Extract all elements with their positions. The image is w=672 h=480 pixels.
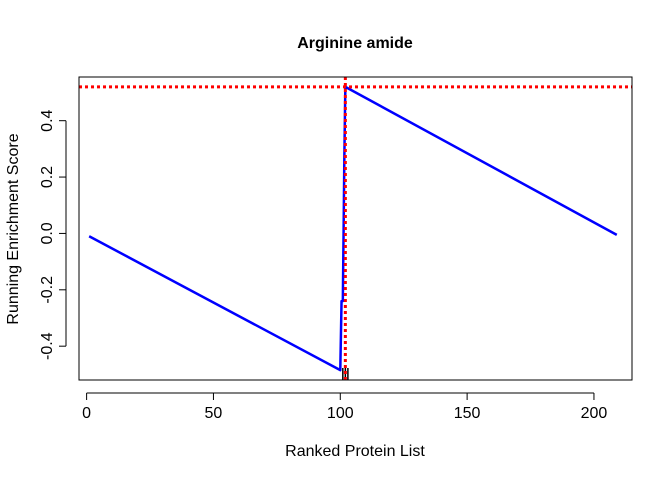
x-tick-label-1: 50 xyxy=(205,405,223,422)
y-axis-label: Running Enrichment Score xyxy=(5,133,22,324)
x-axis: 0 50 100 150 200 xyxy=(82,392,608,422)
y-axis: -0.4 -0.2 0.0 0.2 0.4 xyxy=(39,109,67,360)
y-tick-label-2: 0.0 xyxy=(39,222,56,244)
y-tick-label-0: -0.4 xyxy=(39,332,56,360)
plot-frame xyxy=(78,76,633,381)
x-tick-label-0: 0 xyxy=(82,405,91,422)
y-tick-label-3: 0.2 xyxy=(39,166,56,188)
x-axis-label: Ranked Protein List xyxy=(285,443,425,460)
y-tick-label-1: -0.2 xyxy=(39,276,56,304)
x-tick-label-4: 200 xyxy=(581,405,608,422)
plot-area xyxy=(79,77,632,380)
series-line-0 xyxy=(88,85,618,372)
x-tick-label-2: 100 xyxy=(327,405,354,422)
chart-title: Arginine amide xyxy=(297,35,413,52)
x-tick-label-3: 150 xyxy=(454,405,481,422)
y-tick-label-4: 0.4 xyxy=(39,109,56,131)
